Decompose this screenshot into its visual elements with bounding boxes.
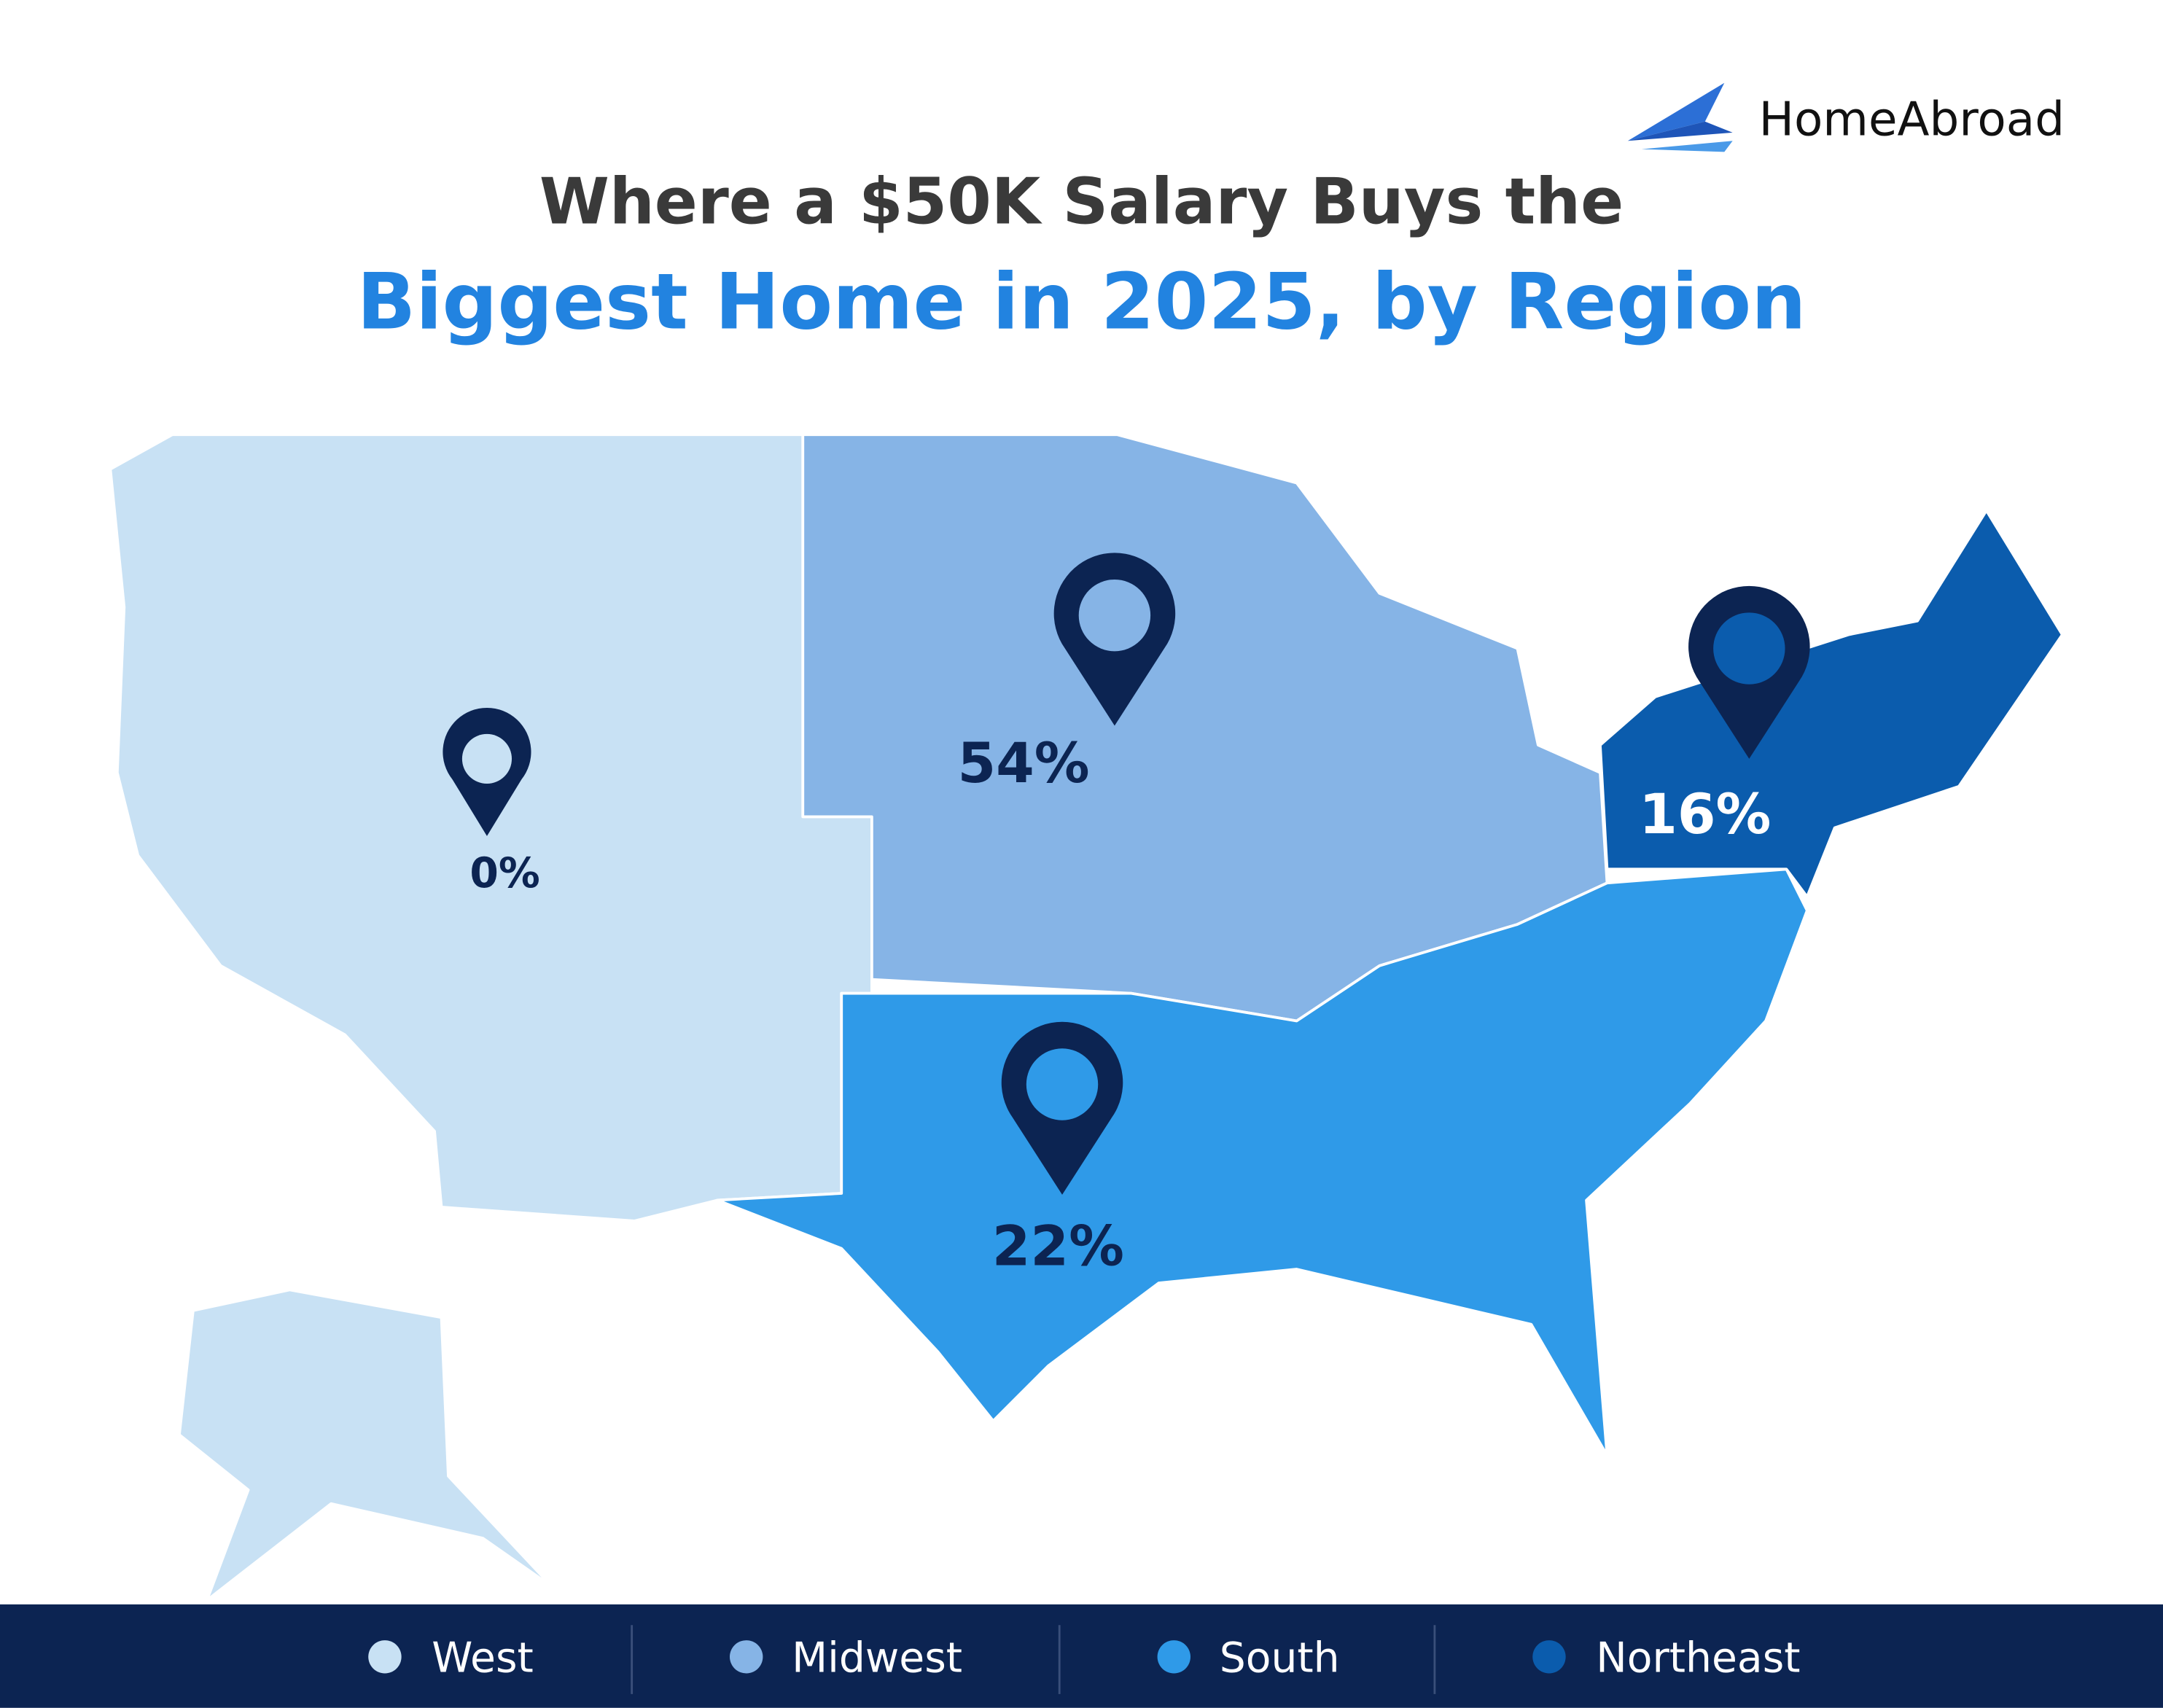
region-share: 22% xyxy=(992,1214,1124,1278)
pin: 0% xyxy=(443,707,540,897)
logo-mark xyxy=(1641,141,1733,152)
legend-bar xyxy=(0,1604,2163,1708)
logo: HomeAbroad xyxy=(1627,82,2065,152)
region-share: 16% xyxy=(1639,782,1771,846)
region-share: 54% xyxy=(957,731,1089,795)
region-share: 0% xyxy=(469,849,539,897)
northeast-region xyxy=(1599,509,2064,899)
pin-dot xyxy=(1078,579,1151,652)
legend-swatch xyxy=(368,1640,402,1674)
pin-dot xyxy=(1026,1048,1099,1120)
legend-label: West xyxy=(432,1634,534,1682)
pin: 22% xyxy=(992,1021,1124,1278)
south-region xyxy=(716,867,1809,1457)
legend-label: Northeast xyxy=(1596,1634,1800,1682)
pin: 16% xyxy=(1639,585,1810,846)
legend-label: Midwest xyxy=(792,1634,962,1682)
title-line2: Biggest Home in 2025, by Region xyxy=(356,257,1806,347)
legend-label: South xyxy=(1220,1634,1340,1682)
title-line1: Where a $50K Salary Buys the xyxy=(539,165,1624,239)
legend-swatch xyxy=(729,1640,763,1674)
pin-dot xyxy=(1713,612,1785,685)
alaska xyxy=(178,1288,553,1602)
legend-swatch xyxy=(1157,1640,1190,1674)
brand: HomeAbroad xyxy=(1759,93,2065,147)
pin-dot xyxy=(461,733,513,784)
logo-mark xyxy=(1627,121,1733,141)
legend-swatch xyxy=(1532,1640,1566,1674)
pin: 54% xyxy=(957,553,1176,795)
